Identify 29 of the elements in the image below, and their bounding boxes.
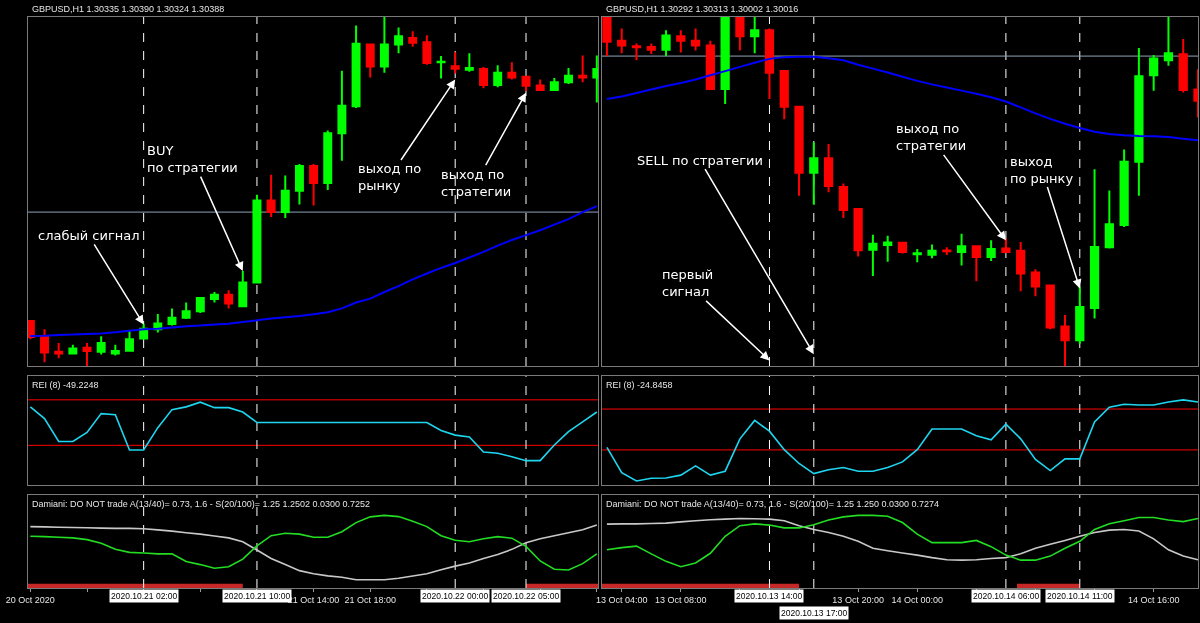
- ref-line-label: 2020.10.22 00:00: [422, 591, 489, 601]
- x-tick-label: 14 Oct 00:00: [891, 594, 944, 605]
- chart-title: GBPUSD,H1 1.30292 1.30313 1.30002 1.30016: [606, 4, 799, 14]
- x-tick-label: 21 Oct 18:00: [344, 594, 397, 605]
- chart-title: Damiani: DO NOT trade A(13/40)= 0.73, 1.6 - S(20/100)= 1.25 1.250 0.0300 0.7274: [606, 499, 940, 509]
- annotation: выход по стратегии: [441, 167, 512, 199]
- ref-line-label: 2020.10.14 11:00: [1047, 591, 1113, 601]
- annotation: слабый сигнал: [38, 228, 140, 243]
- chart-title: GBPUSD,H1 1.30335 1.30390 1.30324 1.30388: [32, 4, 225, 14]
- annotation: SELL по стратегии: [637, 153, 763, 168]
- annotation: выход по рынку: [1010, 154, 1074, 186]
- ref-line-label: 2020.10.21 02:00: [111, 591, 178, 601]
- ref-line-label: 2020.10.21 10:00: [224, 591, 291, 601]
- x-tick-label: 13 Oct 20:00: [832, 594, 884, 605]
- annotation: выход по стратегии: [896, 121, 967, 153]
- chart-title: REI (8) -24.8458: [606, 380, 673, 390]
- annotation: первый сигнал: [662, 267, 714, 299]
- x-tick-label: 14 Oct 16:00: [1127, 594, 1180, 605]
- annotation: выход по рынку: [358, 161, 422, 193]
- annotation: BUY по стратегии: [147, 143, 238, 175]
- ref-line-label: 2020.10.13 17:00: [781, 608, 848, 618]
- chart-title: Damiani: DO NOT trade A(13/40)= 0.73, 1.6 - S(20/100)= 1.25 1.2502 0.0300 0.7252: [32, 499, 371, 509]
- ref-line-label: 2020.10.13 14:00: [736, 591, 803, 601]
- chart-title: REI (8) -49.2248: [32, 380, 99, 390]
- x-tick-label: 13 Oct 04:00: [595, 594, 648, 605]
- ref-line-label: 2020.10.22 05:00: [493, 591, 560, 601]
- ref-line-label: 2020.10.14 06:00: [973, 591, 1040, 601]
- x-tick-label: 20 Oct 2020: [5, 594, 55, 605]
- x-tick-label: 13 Oct 08:00: [655, 594, 707, 605]
